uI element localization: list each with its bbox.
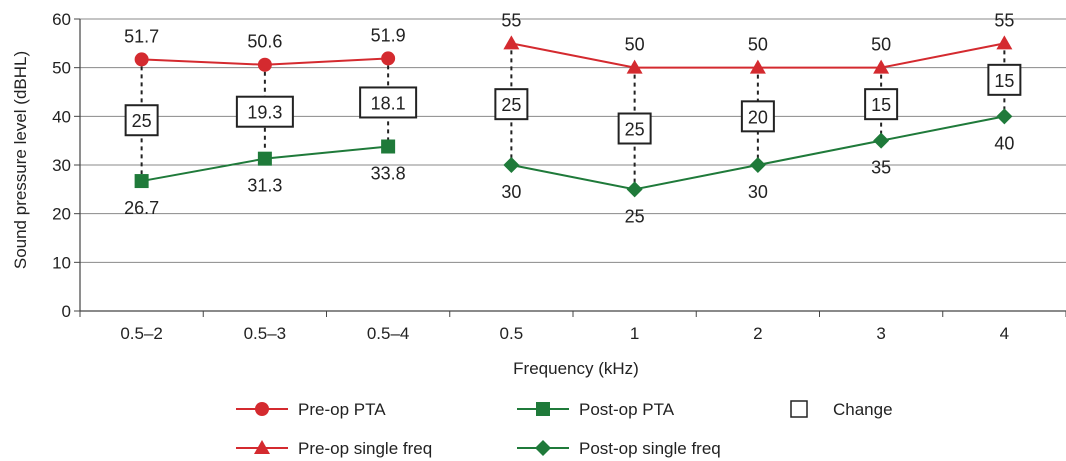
- data-label: 50: [625, 35, 645, 55]
- data-point-marker: [503, 35, 520, 50]
- legend-item: Post-op single freq: [517, 439, 721, 458]
- data-label: 30: [748, 182, 768, 202]
- x-tick-label: 0.5–2: [120, 324, 163, 343]
- legend-item: Post-op PTA: [517, 400, 675, 419]
- change-value: 18.1: [371, 93, 406, 113]
- change-box: [864, 88, 899, 121]
- y-tick-label: 40: [52, 107, 71, 126]
- data-label: 51.9: [371, 25, 406, 45]
- change-value: 15: [871, 95, 891, 115]
- series-markers: [134, 35, 1013, 198]
- y-tick-label: 20: [52, 205, 71, 224]
- change-box: [235, 95, 294, 128]
- legend-item: Change: [790, 400, 893, 419]
- x-tick-label: 4: [1000, 324, 1009, 343]
- data-label: 26.7: [124, 198, 159, 218]
- change-box: [617, 112, 652, 145]
- data-point-marker: [257, 151, 272, 166]
- data-label: 50: [748, 35, 768, 55]
- data-label: 50: [871, 35, 891, 55]
- legend-marker: [255, 402, 269, 416]
- data-label: 55: [501, 10, 521, 30]
- data-point-marker: [873, 132, 890, 149]
- data-label: 50.6: [247, 32, 282, 52]
- legend-marker: [535, 440, 551, 456]
- data-point-marker: [381, 139, 396, 154]
- x-tick-label: 3: [876, 324, 885, 343]
- y-tick-label: 0: [62, 302, 71, 321]
- data-label: 31.3: [247, 176, 282, 196]
- change-boxes: 25 19.3 18.1 25 25 20 15 15: [124, 63, 1022, 145]
- legend-marker: [254, 440, 270, 454]
- legend-item: Pre-op single freq: [236, 439, 432, 458]
- x-tick-label: 2: [753, 324, 762, 343]
- data-point-marker: [381, 51, 396, 66]
- x-tick-label: 0.5–4: [367, 324, 410, 343]
- x-tick-label: 0.5–3: [244, 324, 287, 343]
- x-tick-label: 1: [630, 324, 639, 343]
- legend-label: Pre-op PTA: [298, 400, 386, 419]
- data-point-marker: [873, 59, 890, 74]
- change-box: [740, 100, 775, 133]
- change-box: [494, 88, 529, 121]
- change-box: [987, 63, 1022, 96]
- legend: Pre-op PTA Post-op PTA Pre-op single freq P…: [236, 400, 893, 458]
- change-value: 25: [132, 111, 152, 131]
- legend-box: [790, 400, 808, 418]
- legend-label: Post-op single freq: [579, 439, 721, 458]
- x-axis-title: Frequency (kHz): [513, 359, 639, 378]
- data-point-marker: [996, 108, 1013, 125]
- change-box: [124, 104, 159, 137]
- data-label: 40: [994, 133, 1014, 153]
- data-point-marker: [626, 181, 643, 198]
- legend-label: Change: [833, 400, 893, 419]
- y-tick-label: 60: [52, 10, 71, 29]
- data-point-marker: [749, 59, 766, 74]
- change-value: 25: [501, 95, 521, 115]
- data-point-marker: [503, 157, 520, 173]
- data-label: 25: [625, 206, 645, 226]
- data-label: 30: [501, 182, 521, 202]
- axes: 0 10 20 30 40 50 60 0.5–2 0.5–3 0.5–4 0.5 1 2 3 4: [52, 10, 1066, 343]
- legend-item: Pre-op PTA: [236, 400, 386, 419]
- data-point-marker: [626, 59, 643, 74]
- change-value: 25: [625, 120, 645, 140]
- y-axis-title: Sound pressure level (dBHL): [11, 51, 30, 269]
- data-point-marker: [996, 35, 1013, 50]
- data-label: 33.8: [371, 164, 406, 184]
- legend-label: Pre-op single freq: [298, 439, 432, 458]
- change-value: 20: [748, 107, 768, 127]
- legend-label: Post-op PTA: [579, 400, 675, 419]
- change-value: 19.3: [247, 103, 282, 123]
- y-tick-label: 30: [52, 156, 71, 175]
- data-point-marker: [134, 174, 149, 189]
- legend-marker: [536, 402, 550, 416]
- data-label: 55: [994, 10, 1014, 30]
- data-label: 35: [871, 158, 891, 178]
- y-tick-label: 10: [52, 253, 71, 272]
- data-labels: 51.7 50.6 51.9 26.7 31.3 33.8 55 50 50 50 55 30 25 30…: [124, 10, 1014, 226]
- change-value: 15: [994, 71, 1014, 91]
- data-point-marker: [134, 52, 149, 67]
- change-box: [359, 86, 418, 119]
- x-tick-label: 0.5: [500, 324, 524, 343]
- data-label: 51.7: [124, 26, 159, 46]
- data-point-marker: [749, 157, 766, 173]
- y-tick-label: 50: [52, 59, 71, 78]
- data-point-marker: [257, 57, 272, 72]
